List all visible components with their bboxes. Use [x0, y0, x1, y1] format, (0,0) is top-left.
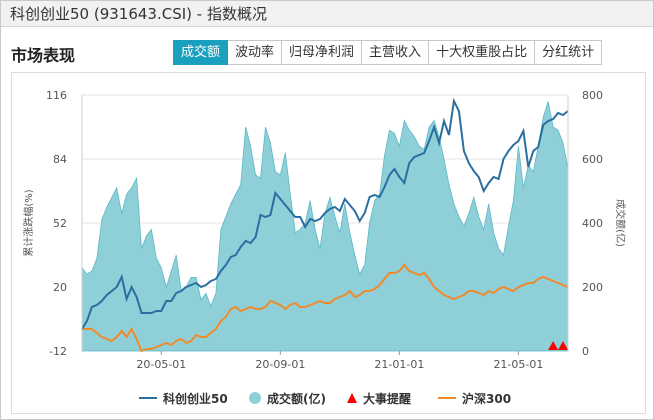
chart-panel: 116 800 84 600 52 400 20 200 -12 0 20-05-01 20-09-0…	[11, 72, 646, 414]
tab-volatility[interactable]: 波动率	[228, 40, 283, 65]
tab-net-profit[interactable]: 归母净利润	[282, 40, 363, 65]
legend-item-events[interactable]: 大事提醒	[347, 388, 411, 408]
y-right-axis-label: 成交额(亿)	[614, 199, 627, 247]
legend-line-swatch	[139, 397, 157, 399]
legend-label: 成交额(亿)	[267, 391, 326, 406]
tab-dividend[interactable]: 分红统计	[535, 40, 603, 65]
y-left-axis-label: 累计涨跌幅(%)	[22, 189, 35, 256]
series-lines	[81, 97, 569, 353]
tab-revenue[interactable]: 主营收入	[362, 40, 430, 65]
y-right-tick-label: 600	[582, 153, 603, 166]
tab-turnover[interactable]: 成交额	[173, 40, 229, 65]
chart-legend: 科创创业50 成交额(亿) 大事提醒 沪深300	[1, 388, 654, 408]
y-right-tick-label: 200	[582, 281, 603, 294]
section-title: 市场表现	[11, 46, 76, 65]
y-right-tick-label: 800	[582, 89, 603, 102]
legend-item-index[interactable]: 科创创业50	[139, 388, 228, 408]
turnover-area	[81, 101, 569, 352]
event-marker	[548, 341, 559, 350]
legend-label: 沪深300	[462, 391, 512, 406]
legend-dot-swatch	[249, 392, 261, 404]
tab-top10-weight[interactable]: 十大权重股占比	[429, 40, 536, 65]
y-right-tick-label: 0	[582, 345, 589, 358]
tab-bar: 成交额 波动率 归母净利润 主营收入 十大权重股占比 分红统计	[173, 40, 603, 65]
y-left-tick-label: 84	[53, 153, 67, 166]
turnover-area-series	[81, 101, 569, 352]
legend-label: 大事提醒	[363, 391, 412, 406]
legend-triangle-swatch	[347, 393, 357, 403]
axes: 116 800 84 600 52 400 20 200 -12 0 20-05-01 20-09-0…	[22, 89, 627, 371]
legend-label: 科创创业50	[163, 391, 228, 406]
x-tick-label: 20-09-01	[255, 358, 305, 371]
event-marker	[558, 341, 569, 350]
x-tick-label: 21-01-01	[374, 358, 424, 371]
y-left-tick-label: 20	[53, 281, 67, 294]
y-left-tick-label: 116	[46, 89, 67, 102]
index-line-series	[81, 97, 569, 330]
hs300-line-series	[82, 263, 569, 353]
x-tick-label: 20-05-01	[136, 358, 186, 371]
y-left-tick-label: -12	[49, 345, 67, 358]
y-right-tick-label: 400	[582, 217, 603, 230]
legend-item-turnover[interactable]: 成交额(亿)	[249, 388, 326, 408]
window-title: 科创创业50 (931643.CSI) - 指数概况	[1, 1, 653, 27]
legend-line-swatch	[438, 397, 456, 399]
event-markers	[548, 341, 569, 350]
y-left-tick-label: 52	[53, 217, 67, 230]
x-tick-label: 21-05-01	[493, 358, 543, 371]
market-performance-chart: 116 800 84 600 52 400 20 200 -12 0 20-05-01 20-09-0…	[22, 89, 627, 371]
legend-item-hs300[interactable]: 沪深300	[438, 388, 511, 408]
